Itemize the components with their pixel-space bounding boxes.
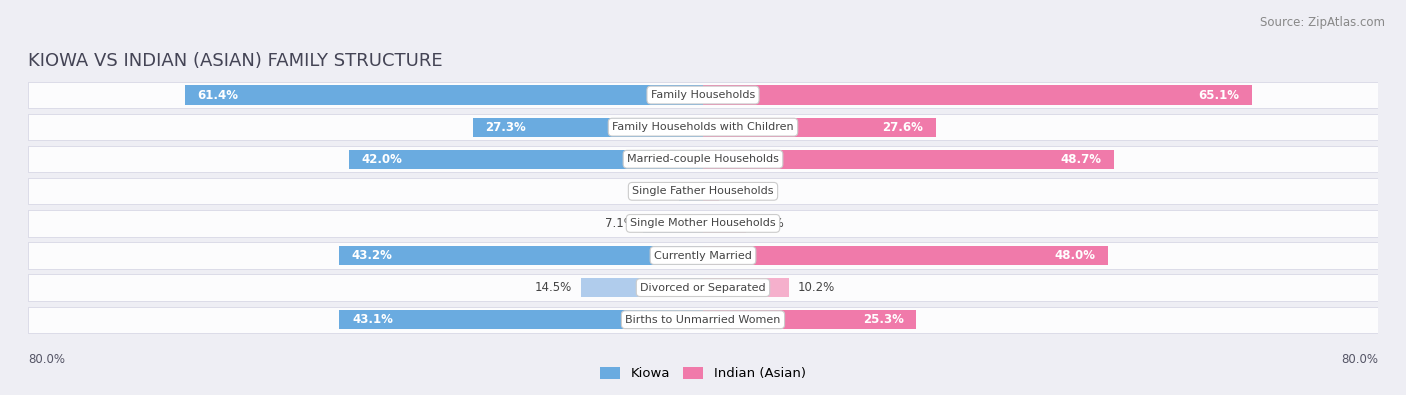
Text: Single Father Households: Single Father Households — [633, 186, 773, 196]
Text: 61.4%: 61.4% — [198, 88, 239, 102]
Text: 10.2%: 10.2% — [797, 281, 835, 294]
Text: 80.0%: 80.0% — [28, 354, 65, 367]
Bar — [28, 275, 1378, 301]
Text: Divorced or Separated: Divorced or Separated — [640, 282, 766, 293]
Text: 43.1%: 43.1% — [352, 313, 392, 326]
Bar — [703, 278, 789, 297]
Bar — [28, 114, 1378, 140]
Text: Source: ZipAtlas.com: Source: ZipAtlas.com — [1260, 16, 1385, 29]
Bar — [703, 246, 1108, 265]
Text: 14.5%: 14.5% — [536, 281, 572, 294]
Text: Married-couple Households: Married-couple Households — [627, 154, 779, 164]
Bar — [472, 118, 703, 137]
Text: 65.1%: 65.1% — [1198, 88, 1240, 102]
Text: 27.3%: 27.3% — [485, 120, 526, 134]
Text: 2.8%: 2.8% — [641, 185, 671, 198]
Text: Currently Married: Currently Married — [654, 250, 752, 261]
Text: Single Mother Households: Single Mother Households — [630, 218, 776, 228]
Bar — [28, 307, 1378, 333]
Text: KIOWA VS INDIAN (ASIAN) FAMILY STRUCTURE: KIOWA VS INDIAN (ASIAN) FAMILY STRUCTURE — [28, 52, 443, 70]
Text: 25.3%: 25.3% — [863, 313, 904, 326]
Text: 80.0%: 80.0% — [1341, 354, 1378, 367]
Bar — [703, 214, 747, 233]
Bar — [679, 182, 703, 201]
Text: 27.6%: 27.6% — [883, 120, 924, 134]
Bar — [703, 150, 1114, 169]
Bar — [28, 178, 1378, 205]
Text: 7.1%: 7.1% — [605, 217, 634, 230]
Bar — [186, 85, 703, 105]
Bar — [703, 182, 718, 201]
Text: 42.0%: 42.0% — [361, 153, 402, 166]
Bar — [339, 310, 703, 329]
Text: Family Households: Family Households — [651, 90, 755, 100]
Bar — [28, 243, 1378, 269]
Bar — [703, 85, 1253, 105]
Text: 48.7%: 48.7% — [1060, 153, 1101, 166]
Bar — [339, 246, 703, 265]
Bar — [643, 214, 703, 233]
Bar — [28, 146, 1378, 172]
Bar — [349, 150, 703, 169]
Text: 1.9%: 1.9% — [727, 185, 758, 198]
Bar — [28, 82, 1378, 108]
Text: 43.2%: 43.2% — [352, 249, 392, 262]
Text: Family Households with Children: Family Households with Children — [612, 122, 794, 132]
Bar — [581, 278, 703, 297]
Bar — [28, 210, 1378, 237]
Text: 5.1%: 5.1% — [755, 217, 785, 230]
Bar — [703, 310, 917, 329]
Text: Births to Unmarried Women: Births to Unmarried Women — [626, 315, 780, 325]
Legend: Kiowa, Indian (Asian): Kiowa, Indian (Asian) — [595, 362, 811, 386]
Text: 48.0%: 48.0% — [1054, 249, 1095, 262]
Bar — [703, 118, 936, 137]
